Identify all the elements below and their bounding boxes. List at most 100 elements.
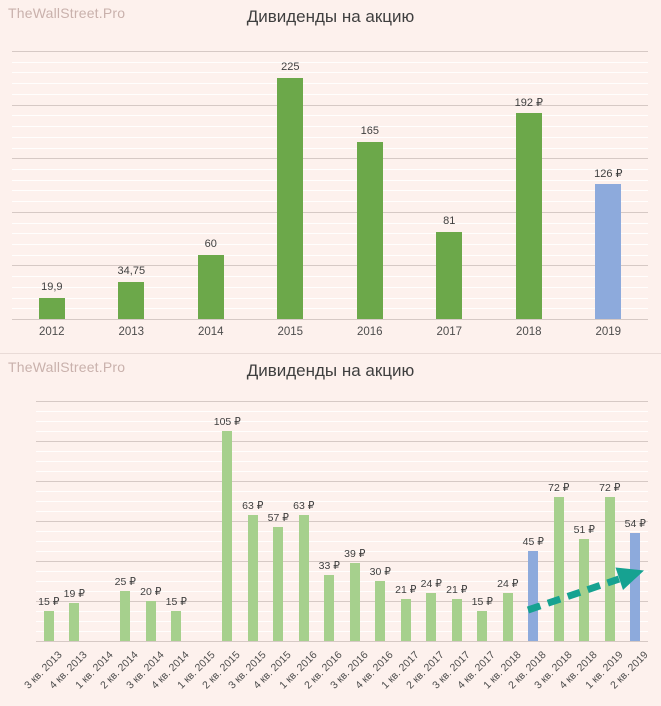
gridline-minor — [12, 233, 648, 235]
gridline-major — [36, 481, 648, 482]
bar-2-кв-2018 — [528, 551, 539, 641]
plot-area-annual: 19,9 2012 34,75 2013 60 2014 225 2015 165 2016 81 2… — [12, 51, 648, 338]
bar-value-label: 45 ₽ — [522, 536, 544, 548]
gridline-minor — [36, 501, 648, 502]
gridline-major — [12, 319, 648, 320]
bar-value-label: 21 ₽ — [395, 584, 417, 596]
bar-1-кв-2016 — [298, 515, 309, 641]
gridline-major — [36, 441, 648, 442]
bar-2-кв-2016 — [324, 575, 335, 641]
bar-value-label: 51 ₽ — [573, 524, 595, 536]
gridline-minor — [12, 308, 648, 310]
bar-1-кв-2017 — [400, 599, 411, 641]
gridline-minor — [36, 461, 648, 462]
bar-3-кв-2013 — [43, 611, 54, 641]
gridline-minor — [12, 136, 648, 138]
gridline-minor — [12, 179, 648, 181]
gridline-minor — [12, 222, 648, 224]
bar-1-кв-2019 — [604, 497, 615, 641]
gridline-minor — [12, 115, 648, 117]
gridline-minor — [36, 451, 648, 452]
bar-value-label: 25 ₽ — [114, 576, 136, 588]
chart-panel-quarterly: TheWallStreet.Pro Дивиденды на акцию 15 … — [0, 354, 661, 705]
gridline-minor — [36, 421, 648, 422]
gridline-minor — [36, 621, 648, 622]
bar-3-кв-2017 — [451, 599, 462, 641]
gridline-major — [12, 104, 648, 106]
watermark: TheWallStreet.Pro — [8, 5, 126, 21]
bar-2-кв-2017 — [426, 593, 437, 641]
bar-3-кв-2016 — [349, 563, 360, 641]
gridline-minor — [12, 254, 648, 256]
bar-2-кв-2019 — [630, 533, 641, 641]
bar-value-label: 63 ₽ — [293, 500, 315, 512]
x-axis-label: 2018 — [516, 326, 542, 338]
gridline-minor — [36, 571, 648, 572]
bar-value-label: 33 ₽ — [318, 560, 340, 572]
gridline-major — [12, 158, 648, 160]
gridline-minor — [36, 511, 648, 512]
gridline-minor — [36, 581, 648, 582]
gridline-major — [12, 211, 648, 213]
bar-3-кв-2018 — [553, 497, 564, 641]
bar-value-label: 54 ₽ — [624, 518, 646, 530]
gridline-minor — [12, 83, 648, 85]
gridline-major — [12, 51, 648, 52]
bar-2016 — [356, 142, 383, 319]
bar-value-label: 81 — [443, 215, 456, 227]
bar-4-кв-2017 — [477, 611, 488, 641]
bar-value-label: 19,9 — [41, 281, 63, 293]
bar-value-label: 30 ₽ — [369, 566, 391, 578]
bar-2018 — [515, 113, 542, 319]
bar-value-label: 24 ₽ — [497, 578, 519, 590]
bar-2015 — [277, 78, 304, 319]
bar-value-label: 21 ₽ — [446, 584, 468, 596]
bar-4-кв-2015 — [273, 527, 284, 641]
chart-panel-annual: TheWallStreet.Pro Дивиденды на акцию 19,… — [0, 5, 661, 354]
gridline-minor — [12, 190, 648, 192]
bar-value-label: 15 ₽ — [471, 596, 493, 608]
gridline-major — [12, 265, 648, 267]
bar-value-label: 24 ₽ — [420, 578, 442, 590]
bar-2013 — [118, 282, 145, 319]
bar-value-label: 225 — [281, 61, 300, 73]
bar-2-кв-2015 — [222, 431, 233, 641]
bar-2019 — [595, 184, 622, 319]
gridline-minor — [12, 147, 648, 149]
gridline-minor — [12, 93, 648, 95]
bar-value-label: 126 ₽ — [594, 168, 623, 180]
gridline-minor — [12, 72, 648, 74]
gridline-major — [36, 521, 648, 522]
gridline-minor — [36, 411, 648, 412]
bar-value-label: 72 ₽ — [548, 482, 570, 494]
bar-value-label: 57 ₽ — [267, 512, 289, 524]
gridline-minor — [36, 431, 648, 432]
bar-4-кв-2013 — [69, 603, 80, 641]
x-axis-label: 2017 — [436, 326, 463, 338]
bar-value-label: 192 ₽ — [514, 97, 543, 109]
gridline-minor — [12, 168, 648, 170]
gridline-minor — [12, 126, 648, 127]
bar-2-кв-2014 — [120, 591, 131, 641]
gridline-minor — [36, 631, 648, 632]
gridline-minor — [36, 591, 648, 592]
x-axis-label: 2013 — [118, 326, 145, 338]
bar-value-label: 105 ₽ — [213, 416, 241, 428]
bar-value-label: 15 ₽ — [165, 596, 187, 608]
bar-3-кв-2014 — [145, 601, 156, 641]
bar-1-кв-2018 — [502, 593, 513, 641]
gridline-minor — [12, 297, 648, 299]
gridline-minor — [36, 611, 648, 612]
gridline-minor — [36, 491, 648, 492]
bar-value-label: 39 ₽ — [344, 548, 366, 560]
gridline-minor — [12, 276, 648, 278]
gridline-major — [36, 561, 648, 562]
bar-2012 — [38, 298, 65, 319]
bar-value-label: 19 ₽ — [63, 588, 85, 600]
gridline-minor — [36, 541, 648, 542]
chart-title-quarterly: Дивиденды на акцию — [246, 361, 415, 380]
gridline-minor — [36, 531, 648, 532]
bar-value-label: 165 — [360, 125, 379, 137]
x-axis-label: 2016 — [357, 326, 383, 338]
gridline-minor — [12, 286, 648, 288]
